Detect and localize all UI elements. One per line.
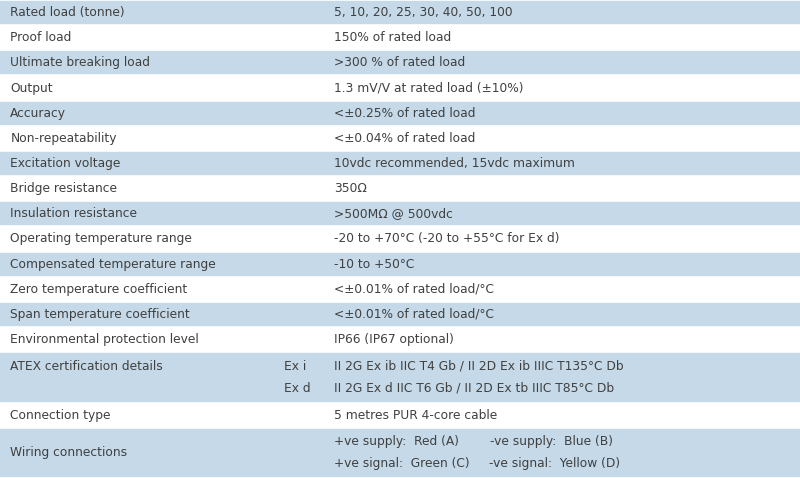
Bar	[0, 0, 800, 25]
Text: Ex d: Ex d	[284, 382, 310, 395]
Bar	[0, 428, 800, 478]
Bar	[0, 302, 800, 327]
Text: <±0.01% of rated load/°C: <±0.01% of rated load/°C	[334, 283, 494, 296]
Text: Bridge resistance: Bridge resistance	[10, 182, 118, 195]
Text: Environmental protection level: Environmental protection level	[10, 333, 199, 346]
Bar	[0, 101, 800, 126]
Text: Wiring connections: Wiring connections	[10, 446, 127, 459]
Text: Ex i: Ex i	[284, 360, 306, 373]
Text: -20 to +70°C (-20 to +55°C for Ex d): -20 to +70°C (-20 to +55°C for Ex d)	[334, 232, 560, 246]
Text: Connection type: Connection type	[10, 409, 111, 422]
Text: <±0.01% of rated load/°C: <±0.01% of rated load/°C	[334, 308, 494, 321]
Text: Output: Output	[10, 82, 53, 95]
Text: Proof load: Proof load	[10, 31, 72, 44]
Bar	[0, 76, 800, 101]
Bar	[0, 402, 800, 428]
Text: Operating temperature range: Operating temperature range	[10, 232, 192, 246]
Bar	[0, 251, 800, 277]
Text: Excitation voltage: Excitation voltage	[10, 157, 121, 170]
Text: +ve supply:  Red (A)        -ve supply:  Blue (B): +ve supply: Red (A) -ve supply: Blue (B)	[334, 435, 614, 448]
Bar	[0, 227, 800, 251]
Text: -10 to +50°C: -10 to +50°C	[334, 258, 414, 271]
Text: ATEX certification details: ATEX certification details	[10, 360, 163, 373]
Text: Ultimate breaking load: Ultimate breaking load	[10, 56, 150, 69]
Bar	[0, 151, 800, 176]
Text: <±0.04% of rated load: <±0.04% of rated load	[334, 132, 476, 145]
Text: 150% of rated load: 150% of rated load	[334, 31, 452, 44]
Text: Non-repeatability: Non-repeatability	[10, 132, 117, 145]
Text: >500MΩ @ 500vdc: >500MΩ @ 500vdc	[334, 207, 454, 220]
Text: 5, 10, 20, 25, 30, 40, 50, 100: 5, 10, 20, 25, 30, 40, 50, 100	[334, 6, 513, 19]
Text: 350Ω: 350Ω	[334, 182, 367, 195]
Text: 10vdc recommended, 15vdc maximum: 10vdc recommended, 15vdc maximum	[334, 157, 575, 170]
Text: 5 metres PUR 4-core cable: 5 metres PUR 4-core cable	[334, 409, 498, 422]
Text: Insulation resistance: Insulation resistance	[10, 207, 138, 220]
Text: <±0.25% of rated load: <±0.25% of rated load	[334, 107, 476, 120]
Bar	[0, 277, 800, 302]
Text: Span temperature coefficient: Span temperature coefficient	[10, 308, 190, 321]
Text: Accuracy: Accuracy	[10, 107, 66, 120]
Text: IP66 (IP67 optional): IP66 (IP67 optional)	[334, 333, 454, 346]
Bar	[0, 352, 800, 402]
Text: Compensated temperature range: Compensated temperature range	[10, 258, 216, 271]
Bar	[0, 126, 800, 151]
Bar	[0, 327, 800, 352]
Bar	[0, 201, 800, 227]
Text: II 2G Ex ib IIC T4 Gb / II 2D Ex ib IIIC T135°C Db: II 2G Ex ib IIC T4 Gb / II 2D Ex ib IIIC…	[334, 360, 624, 373]
Bar	[0, 176, 800, 201]
Text: Zero temperature coefficient: Zero temperature coefficient	[10, 283, 188, 296]
Text: II 2G Ex d IIC T6 Gb / II 2D Ex tb IIIC T85°C Db: II 2G Ex d IIC T6 Gb / II 2D Ex tb IIIC …	[334, 382, 614, 395]
Text: +ve signal:  Green (C)     -ve signal:  Yellow (D): +ve signal: Green (C) -ve signal: Yellow…	[334, 457, 621, 470]
Text: >300 % of rated load: >300 % of rated load	[334, 56, 466, 69]
Bar	[0, 25, 800, 50]
Text: 1.3 mV/V at rated load (±10%): 1.3 mV/V at rated load (±10%)	[334, 82, 524, 95]
Bar	[0, 50, 800, 76]
Text: Rated load (tonne): Rated load (tonne)	[10, 6, 125, 19]
